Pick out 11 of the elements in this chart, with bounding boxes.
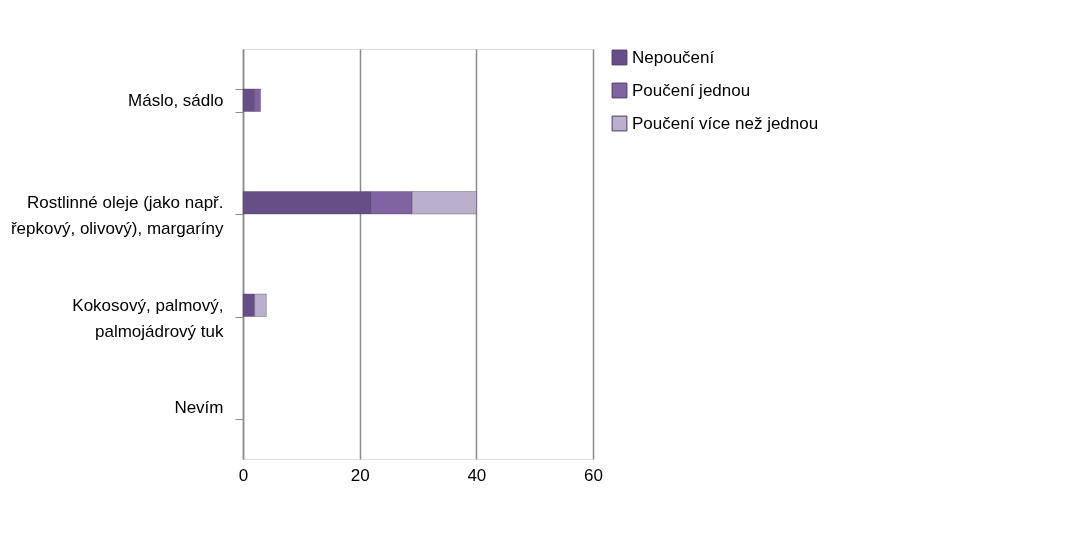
- x-tick-label: 20: [350, 465, 370, 485]
- x-tick-label: 40: [467, 465, 487, 485]
- legend-label: Poučení jednou: [632, 80, 751, 100]
- y-tick-label: Rostlinné oleje (jako např. řepkový, olivový), margaríny: [10, 193, 224, 239]
- x-tick-label: 0: [238, 465, 249, 485]
- y-tick-label: Nevím: [174, 398, 224, 418]
- legend-label: Poučení více než jednou: [632, 113, 819, 133]
- legend-label: Nepoučení: [632, 47, 715, 67]
- y-tick-label: Máslo, sádlo: [128, 90, 224, 110]
- x-tick-label: 60: [584, 465, 603, 485]
- y-tick-label: Kokosový, palmový, palmojádrový tuk: [72, 295, 224, 341]
